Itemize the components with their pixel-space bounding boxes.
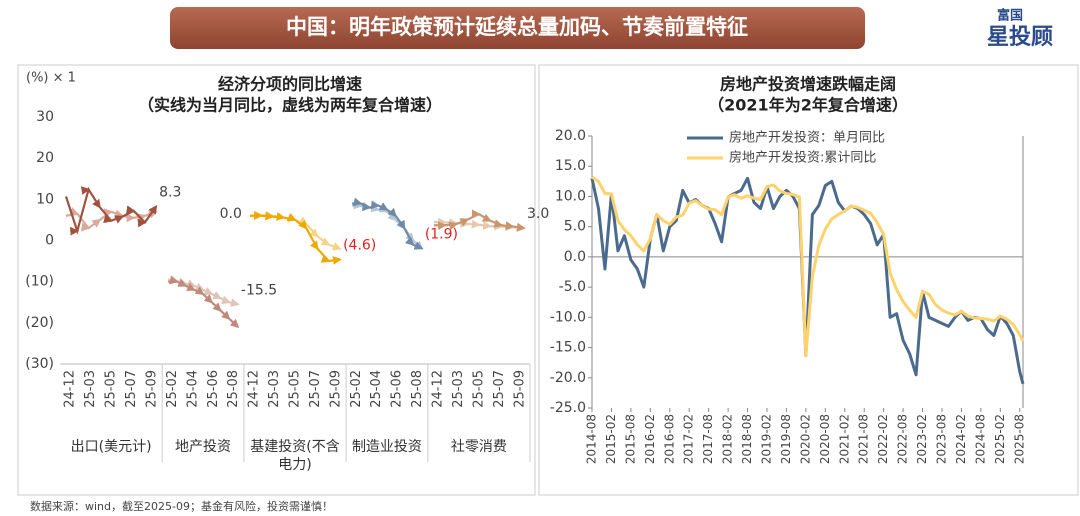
group-label: 基建投资(不含电力): [250, 439, 340, 473]
right-title: 房地产投资增速跌幅走阔: [720, 75, 896, 94]
line: [590, 176, 1025, 385]
x-tick-label: 2018-08: [740, 414, 754, 464]
x-tick-label: 2025-08: [1012, 414, 1026, 464]
legend-label: 房地产开发投资：单月同比: [729, 130, 885, 146]
x-tick-label: 2016-02: [643, 414, 657, 464]
x-tick-label: 2023-02: [915, 414, 929, 464]
y-tick-label: -15.0: [550, 340, 586, 356]
x-tick-label: 25-03: [83, 370, 98, 408]
y-tick-label: 5.0: [564, 219, 586, 235]
y-tick-label: (30): [25, 356, 54, 372]
arrow-line: [433, 209, 526, 232]
page-title: 中国：明年政策预计延续总量加码、节奏前置特征: [286, 15, 748, 39]
data-label: -15.5: [241, 282, 277, 298]
x-tick-label: 25-02: [349, 370, 364, 408]
y-tick-label: -5.0: [559, 279, 586, 295]
y-tick-label: -25.0: [550, 400, 586, 416]
y-axis-label: (%) × 1: [26, 71, 76, 86]
y-tick-label: 10.0: [555, 188, 586, 204]
group-label: 出口(美元计): [70, 439, 152, 455]
line: [591, 175, 1025, 357]
x-tick-label: 25-04: [369, 370, 384, 408]
left-subtitle: （实线为当月同比，虚线为两年复合增速）: [138, 96, 442, 115]
x-tick-label: 2025-02: [993, 414, 1007, 464]
x-tick-label: 2021-08: [857, 414, 871, 464]
y-tick-label: -20.0: [550, 370, 586, 386]
x-tick-label: 2020-02: [798, 414, 812, 464]
data-label: (4.6): [343, 237, 376, 253]
x-tick-label: 25-05: [104, 370, 119, 408]
arrow-line: [249, 211, 342, 265]
x-tick-label: 2015-08: [623, 414, 637, 464]
x-tick-label: 25-07: [492, 370, 507, 408]
x-tick-label: 2024-08: [973, 414, 987, 464]
x-tick-label: 2019-08: [779, 414, 793, 464]
logo-main: 星投顾: [987, 25, 1053, 50]
y-tick-label: 0: [45, 233, 54, 249]
data-label: (1.9): [425, 226, 458, 242]
x-tick-label: 25-03: [451, 370, 466, 408]
x-tick-label: 2017-02: [682, 414, 696, 464]
x-tick-label: 24-12: [247, 370, 262, 408]
x-tick-label: 25-05: [471, 370, 486, 408]
group-label: 制造业投资: [351, 439, 422, 455]
x-tick-label: 24-12: [431, 370, 446, 408]
x-tick-label: 25-09: [512, 370, 527, 408]
y-tick-label: 20.0: [555, 128, 586, 144]
right-subtitle: （2021年为2年复合增速）: [708, 96, 908, 115]
y-tick-label: -10.0: [550, 309, 586, 325]
data-label: 8.3: [159, 184, 181, 200]
x-tick-label: 25-06: [206, 370, 221, 408]
left-panel: [17, 64, 536, 496]
logo-top: 富国: [997, 8, 1023, 24]
x-tick-label: 25-05: [288, 370, 303, 408]
x-tick-label: 25-09: [328, 370, 343, 408]
x-tick-label: 2024-02: [954, 414, 968, 464]
x-tick-label: 2018-02: [721, 414, 735, 464]
y-tick-label: (10): [25, 274, 54, 290]
right-panel: [538, 64, 1079, 496]
y-tick-label: 10: [36, 191, 54, 207]
x-tick-label: 2019-02: [759, 414, 773, 464]
source-note: 数据来源：wind，截至2025-09；基金有风险，投资需谨慎！: [30, 499, 333, 513]
x-tick-label: 2016-08: [662, 414, 676, 464]
x-tick-label: 25-06: [390, 370, 405, 408]
group-label: 社零消费: [450, 439, 507, 455]
x-tick-label: 2014-08: [585, 414, 599, 464]
data-label: 3.0: [527, 206, 549, 222]
x-tick-label: 2022-08: [896, 414, 910, 464]
x-tick-label: 24-12: [63, 370, 78, 408]
annotation: 0.0: [220, 206, 242, 222]
x-tick-label: 25-08: [226, 370, 241, 408]
x-tick-label: 25-08: [410, 370, 425, 408]
x-tick-label: 2022-02: [876, 414, 890, 464]
x-tick-label: 25-03: [267, 370, 282, 408]
x-tick-label: 25-04: [185, 370, 200, 408]
arrow-line: [64, 186, 158, 236]
left-title: 经济分项的同比增速: [218, 75, 362, 94]
x-tick-label: 2021-02: [837, 414, 851, 464]
x-tick-label: 2020-08: [818, 414, 832, 464]
x-tick-label: 25-07: [308, 370, 323, 408]
x-tick-label: 25-09: [144, 370, 159, 408]
legend-label: 房地产开发投资:累计同比: [729, 150, 876, 166]
y-tick-label: (20): [25, 315, 54, 331]
title-banner: [170, 7, 865, 49]
y-tick-label: 15.0: [555, 158, 586, 174]
y-tick-label: 20: [36, 150, 54, 166]
x-tick-label: 2017-08: [701, 414, 715, 464]
x-tick-label: 2015-02: [604, 414, 618, 464]
x-tick-label: 2023-08: [934, 414, 948, 464]
group-label: 地产投资: [175, 439, 232, 455]
arrow-line: [168, 275, 240, 329]
y-tick-label: 30: [36, 109, 54, 125]
y-tick-label: 0.0: [564, 249, 586, 265]
x-tick-label: 25-07: [124, 370, 139, 408]
x-tick-label: 25-02: [165, 370, 180, 408]
arrow-line: [352, 197, 424, 250]
